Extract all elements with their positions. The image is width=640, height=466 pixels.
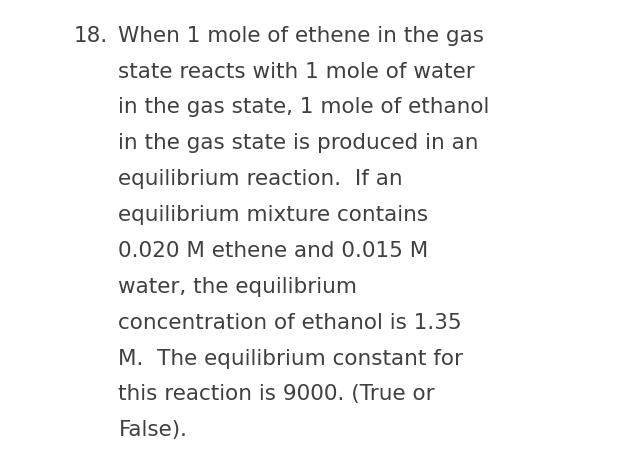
Text: 0.020 M ethene and 0.015 M: 0.020 M ethene and 0.015 M: [118, 241, 429, 261]
Text: M.  The equilibrium constant for: M. The equilibrium constant for: [118, 349, 463, 369]
Text: When 1 mole of ethene in the gas: When 1 mole of ethene in the gas: [118, 26, 484, 46]
Text: False).: False).: [118, 420, 188, 440]
Text: in the gas state, 1 mole of ethanol: in the gas state, 1 mole of ethanol: [118, 97, 490, 117]
Text: concentration of ethanol is 1.35: concentration of ethanol is 1.35: [118, 313, 462, 333]
Text: state reacts with 1 mole of water: state reacts with 1 mole of water: [118, 62, 475, 82]
Text: equilibrium reaction.  If an: equilibrium reaction. If an: [118, 169, 403, 189]
Text: this reaction is 9000. (True or: this reaction is 9000. (True or: [118, 384, 435, 404]
Text: in the gas state is produced in an: in the gas state is produced in an: [118, 133, 479, 153]
Text: water, the equilibrium: water, the equilibrium: [118, 277, 357, 297]
Text: 18.: 18.: [74, 26, 108, 46]
Text: equilibrium mixture contains: equilibrium mixture contains: [118, 205, 429, 225]
